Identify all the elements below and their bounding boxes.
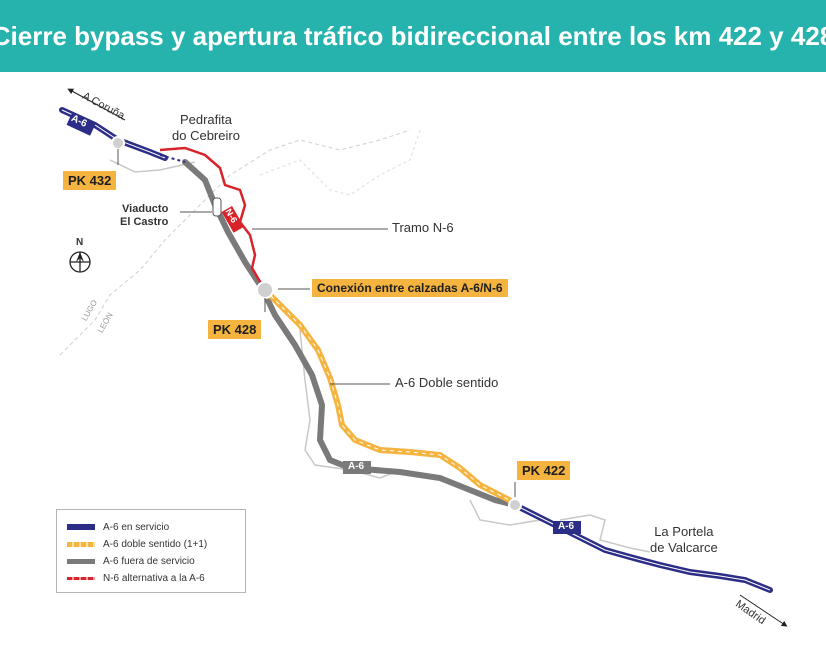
legend-swatch-yellow [67, 541, 95, 547]
node-pk422 [508, 498, 522, 512]
legend-label: A-6 fuera de servicio [103, 555, 195, 567]
madrid-direction-arrow [739, 594, 788, 627]
legend-swatch-navy [67, 524, 95, 530]
legend-swatch-red [67, 576, 95, 580]
a6-north-dashed [159, 154, 186, 163]
a6-disused-shield [343, 461, 371, 474]
a6-in-service-south [512, 502, 773, 593]
pk432-label: PK 432 [63, 171, 117, 190]
la-portela-label: La Portela de Valcarce [650, 524, 718, 556]
node-pk432 [111, 136, 125, 150]
legend-item-a6-two-way: A-6 doble sentido (1+1) [67, 537, 207, 551]
a6-north-shield [66, 113, 96, 136]
pk422-label: PK 422 [517, 461, 571, 480]
legend-item-a6-out-of-service: A-6 fuera de servicio [67, 554, 195, 568]
legend-swatch-gray [67, 558, 95, 564]
a6-south-shield [553, 521, 581, 534]
header-banner: Cierre bypass y apertura tráfico bidirec… [0, 0, 826, 72]
tramo-n6-label: Tramo N-6 [392, 220, 454, 235]
legend-item-n6: N-6 alternativa a la A-6 [67, 571, 205, 585]
pedrafita-label: Pedrafita do Cebreiro [172, 112, 240, 144]
pk428-label: PK 428 [208, 320, 262, 339]
a6-disused-shield-label: A-6 [348, 461, 365, 472]
n6-shield [221, 206, 244, 233]
a-coruna-direction-arrow [67, 88, 126, 121]
a6-out-of-service [182, 159, 518, 508]
route-map [59, 88, 788, 627]
n6-alternative [159, 146, 264, 286]
local-road [109, 159, 651, 553]
legend-label: A-6 doble sentido (1+1) [103, 538, 208, 550]
compass-icon [69, 251, 91, 273]
doble-sentido-label: A-6 Doble sentido [395, 375, 499, 390]
viaducto-text: Viaducto El Castro [120, 203, 169, 228]
legend-label: A-6 en servicio [103, 521, 170, 533]
pedrafita-name: Pedrafita do Cebreiro [172, 112, 240, 143]
legend-item-a6-in-service: A-6 en servicio [67, 520, 169, 534]
viaduct-marker [212, 197, 222, 217]
a6-south-shield-label: A-6 [558, 521, 575, 532]
compass-label: N [76, 237, 84, 248]
secondary-boundary [259, 129, 421, 196]
viaducto-label: Viaducto El Castro [120, 203, 168, 229]
a6-two-way-center [264, 289, 516, 504]
page-title: Cierre bypass y apertura tráfico bidirec… [0, 20, 826, 51]
node-pk428 [256, 281, 274, 299]
la-portela-name: La Portela de Valcarce [650, 524, 718, 555]
legend: A-6 en servicio A-6 doble sentido (1+1) … [56, 509, 246, 593]
legend-label: N-6 alternativa a la A-6 [103, 572, 205, 584]
conexion-label: Conexión entre calzadas A-6/N-6 [312, 279, 508, 297]
